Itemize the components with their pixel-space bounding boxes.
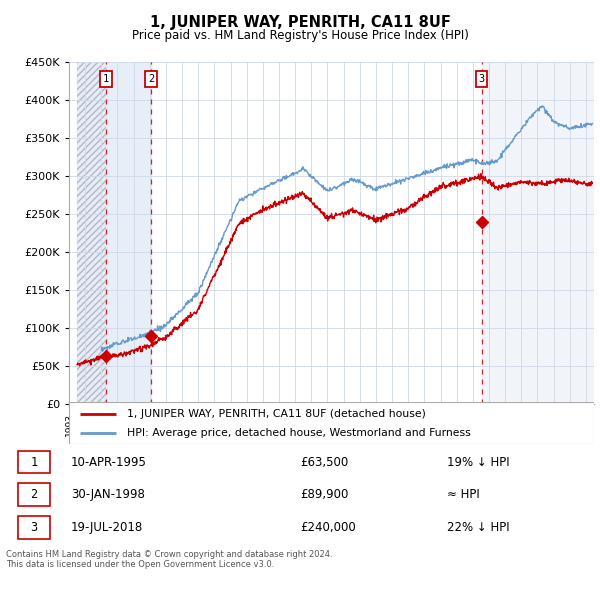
Text: £240,000: £240,000	[300, 521, 356, 534]
FancyBboxPatch shape	[18, 483, 50, 506]
Text: £63,500: £63,500	[300, 455, 348, 468]
Text: 30-JAN-1998: 30-JAN-1998	[71, 488, 145, 501]
Text: 1, JUNIPER WAY, PENRITH, CA11 8UF: 1, JUNIPER WAY, PENRITH, CA11 8UF	[149, 15, 451, 30]
Text: Contains HM Land Registry data © Crown copyright and database right 2024.
This d: Contains HM Land Registry data © Crown c…	[6, 550, 332, 569]
Text: 10-APR-1995: 10-APR-1995	[71, 455, 146, 468]
Text: 3: 3	[31, 521, 37, 534]
Text: HPI: Average price, detached house, Westmorland and Furness: HPI: Average price, detached house, West…	[127, 428, 470, 438]
Text: £89,900: £89,900	[300, 488, 349, 501]
Text: 1: 1	[103, 74, 109, 84]
Text: 1: 1	[31, 455, 37, 468]
FancyBboxPatch shape	[18, 451, 50, 473]
Text: 19-JUL-2018: 19-JUL-2018	[71, 521, 143, 534]
Bar	[77, 62, 106, 404]
Text: 2: 2	[148, 74, 154, 84]
Bar	[482, 62, 594, 404]
FancyBboxPatch shape	[18, 516, 50, 539]
Text: ≈ HPI: ≈ HPI	[447, 488, 480, 501]
Bar	[77, 62, 106, 404]
Text: 2: 2	[31, 488, 37, 501]
Text: 3: 3	[478, 74, 485, 84]
Bar	[106, 62, 151, 404]
Text: 1, JUNIPER WAY, PENRITH, CA11 8UF (detached house): 1, JUNIPER WAY, PENRITH, CA11 8UF (detac…	[127, 408, 425, 418]
FancyBboxPatch shape	[69, 402, 594, 444]
Text: Price paid vs. HM Land Registry's House Price Index (HPI): Price paid vs. HM Land Registry's House …	[131, 30, 469, 42]
Text: 22% ↓ HPI: 22% ↓ HPI	[447, 521, 509, 534]
Text: 19% ↓ HPI: 19% ↓ HPI	[447, 455, 509, 468]
